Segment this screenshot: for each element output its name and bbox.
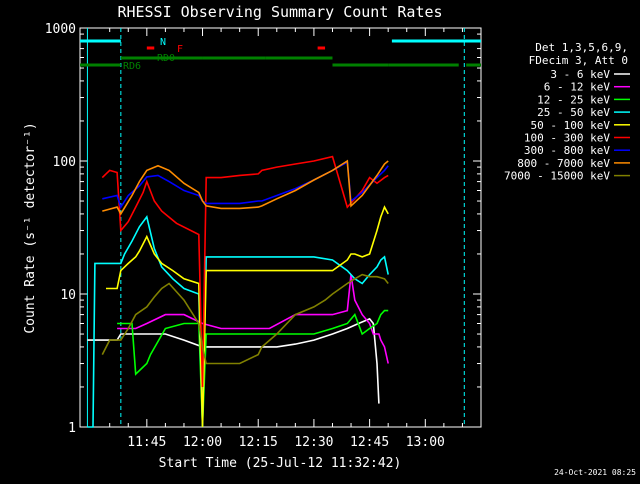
series-lines: [87, 155, 389, 428]
legend-entry-label: 300 - 800 keV: [524, 144, 610, 157]
y-tick-label: 100: [53, 155, 76, 170]
x-tick-label: 12:30: [294, 435, 333, 450]
status-bar-label: F: [177, 44, 183, 55]
legend: Det 1,3,5,6,9, FDecim 3, Att 0 3 - 6 keV…: [504, 41, 630, 183]
legend-entry-label: 50 - 100 keV: [531, 119, 611, 132]
x-tick-label: 12:45: [350, 435, 389, 450]
legend-entry-label: 25 - 50 keV: [537, 106, 610, 119]
footer-timestamp: 24-Oct-2021 08:25: [554, 468, 636, 477]
legend-header-1: Det 1,3,5,6,9,: [535, 41, 628, 54]
legend-entry-label: 12 - 25 keV: [537, 93, 610, 106]
x-tick-label: 12:15: [239, 435, 278, 450]
x-tick-label: 13:00: [406, 435, 445, 450]
plot-frame: [79, 27, 482, 428]
series-line: [102, 159, 389, 216]
axis-ticks: 11:45 12:00 12:15 12:30 12:45 13:00 1 10 100 1000: [45, 22, 481, 450]
y-tick-label: 1: [68, 421, 76, 436]
series-line: [106, 205, 389, 428]
y-axis-label: Count Rate (s⁻¹ detector⁻¹): [23, 122, 38, 333]
status-bar-label: RD0: [157, 53, 175, 64]
series-line: [117, 309, 389, 428]
status-bar-label: RD6: [123, 61, 141, 72]
legend-entry-label: 800 - 7000 keV: [517, 157, 610, 170]
legend-entry-label: 3 - 6 keV: [550, 68, 610, 81]
status-bar-label: N: [160, 37, 166, 48]
series-line: [87, 317, 380, 404]
x-tick-label: 11:45: [127, 435, 166, 450]
legend-entry-label: 7000 - 15000 keV: [504, 170, 610, 183]
x-axis-label: Start Time (25-Jul-12 11:32:42): [159, 456, 402, 471]
series-line: [101, 273, 389, 365]
series-line: [101, 155, 389, 388]
series-line: [87, 215, 389, 428]
y-tick-label: 10: [60, 288, 76, 303]
legend-entry-label: 6 - 12 keV: [544, 81, 611, 94]
legend-entry-label: 100 - 300 keV: [524, 132, 610, 145]
chart-title: RHESSI Observing Summary Count Rates: [117, 3, 442, 21]
legend-header-2: FDecim 3, Att 0: [529, 54, 628, 67]
x-tick-label: 12:00: [183, 435, 222, 450]
series-line: [117, 274, 389, 364]
y-tick-label: 1000: [45, 22, 76, 37]
